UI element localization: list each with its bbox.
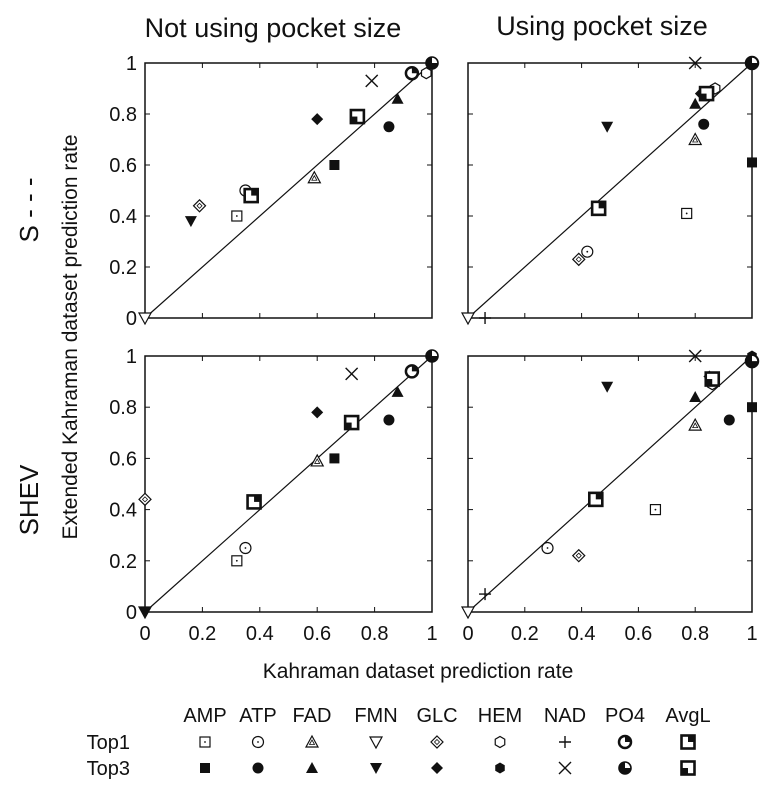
x-tick-label: 0.6 [624, 623, 652, 645]
point-atp-top3 [383, 414, 395, 426]
ticks-group: 0 0.2 0.4 0.6 0.8 1 0 0.2 0.4 0.6 0.8 1 0 0.2 0.4 0.6 0.… [109, 53, 757, 645]
x-tick-label: 0.8 [681, 623, 709, 645]
point-amp-top3 [329, 453, 340, 464]
x-tick-label: 0.6 [303, 623, 331, 645]
point-fad-top3 [689, 390, 702, 402]
legend-marker-hem-top3 [495, 762, 505, 774]
y-tick-label: 0.4 [109, 206, 137, 228]
y-tick-label: 0 [126, 308, 137, 330]
point-atp-top3 [383, 121, 395, 133]
y-tick-label: 1 [126, 53, 137, 75]
x-tick-label: 0 [462, 623, 473, 645]
x-tick-label: 0.2 [511, 623, 539, 645]
y-tick-label: 0.8 [109, 397, 137, 419]
y-tick-label: 0 [126, 602, 137, 624]
point-fmn-top3 [601, 121, 614, 133]
legend-label-fmn: FMN [354, 705, 397, 727]
panels-group [137, 55, 760, 620]
panel-4 [460, 349, 760, 620]
row-title-bottom: SHEV [14, 464, 44, 535]
x-tick-label: 1 [426, 623, 437, 645]
point-fmn-top3 [139, 607, 151, 618]
legend-marker-amp-top3 [200, 763, 210, 773]
point-nad-top3 [365, 74, 379, 88]
point-atp-top3 [723, 414, 735, 426]
legend-label-nad: NAD [544, 705, 586, 727]
legend-label-fad: FAD [293, 705, 332, 727]
point-amp-top3 [747, 157, 757, 168]
legend-marker-fmn-top1 [368, 736, 384, 750]
x-tick-label: 1 [746, 623, 757, 645]
point-fad-top3 [391, 92, 404, 104]
point-fmn-top1 [460, 606, 476, 620]
legend-label-po4: PO4 [605, 705, 645, 727]
point-glc-top3 [311, 113, 324, 126]
legend-marker-hem-top1 [494, 735, 506, 749]
x-tick-label: 0.2 [188, 623, 216, 645]
row-title-top: S - - - [14, 178, 44, 243]
legend-marker-nad-top1 [559, 736, 571, 748]
point-fmn-top3 [184, 216, 197, 228]
legend-label-atp: ATP [239, 705, 276, 727]
point-nad-top1 [479, 312, 492, 324]
point-fad-top3 [391, 385, 404, 397]
point-nad-top3 [688, 349, 702, 363]
y-tick-label: 0.6 [109, 155, 137, 177]
x-tick-label: 0.4 [246, 623, 274, 645]
legend-label-avgl: AvgL [665, 705, 710, 727]
point-amp-top3 [747, 402, 757, 413]
panel-3 [137, 349, 439, 620]
diagonal-line [467, 355, 753, 613]
y-tick-label: 0.2 [109, 257, 137, 279]
legend-marker-atp-top3 [252, 762, 264, 774]
x-tick-label: 0 [139, 623, 150, 645]
point-fad-top3 [689, 97, 702, 109]
x-tick-label: 0.8 [361, 623, 389, 645]
y-tick-label: 0.4 [109, 500, 137, 522]
y-tick-label: 0.6 [109, 448, 137, 470]
diagonal-line [144, 355, 433, 613]
point-fmn-top1 [460, 312, 476, 326]
y-axis-label: Extended Kahraman dataset prediction rat… [59, 134, 82, 539]
column-title-left: Not using pocket size [145, 13, 402, 43]
legend-row-top3: Top3 [87, 758, 130, 780]
point-nad-top3 [688, 56, 702, 70]
legend-row-top1: Top1 [87, 732, 130, 754]
legend-marker-nad-top3 [558, 761, 572, 775]
y-tick-label: 1 [126, 346, 137, 368]
x-tick-label: 0.4 [568, 623, 596, 645]
point-nad-top3 [345, 367, 359, 381]
point-atp-top3 [698, 118, 710, 130]
legend-label-glc: GLC [416, 705, 457, 727]
y-tick-label: 0.2 [109, 551, 137, 573]
x-axis-label: Kahraman dataset prediction rate [263, 660, 574, 683]
legend-marker-glc-top3 [431, 762, 443, 774]
diagonal-line [467, 62, 753, 319]
legend-label-hem: HEM [478, 705, 522, 727]
panel-2 [460, 55, 760, 326]
point-hem-top1 [420, 67, 432, 80]
point-fmn-top1 [137, 312, 153, 326]
y-tick-label: 0.8 [109, 104, 137, 126]
point-amp-top3 [329, 160, 340, 170]
point-glc-top3 [311, 406, 324, 419]
legend: AMP ATP FAD FMN GLC HEM NAD PO4 AvgL Top1 Top3 [87, 705, 711, 780]
column-title-right: Using pocket size [496, 11, 708, 41]
legend-label-amp: AMP [183, 705, 226, 727]
point-fmn-top3 [601, 381, 614, 393]
legend-marker-fad-top3 [306, 762, 318, 773]
point-nad-top1 [479, 588, 492, 601]
panel-1 [137, 56, 439, 326]
diagonal-line [144, 62, 433, 319]
legend-marker-fmn-top3 [370, 763, 382, 774]
